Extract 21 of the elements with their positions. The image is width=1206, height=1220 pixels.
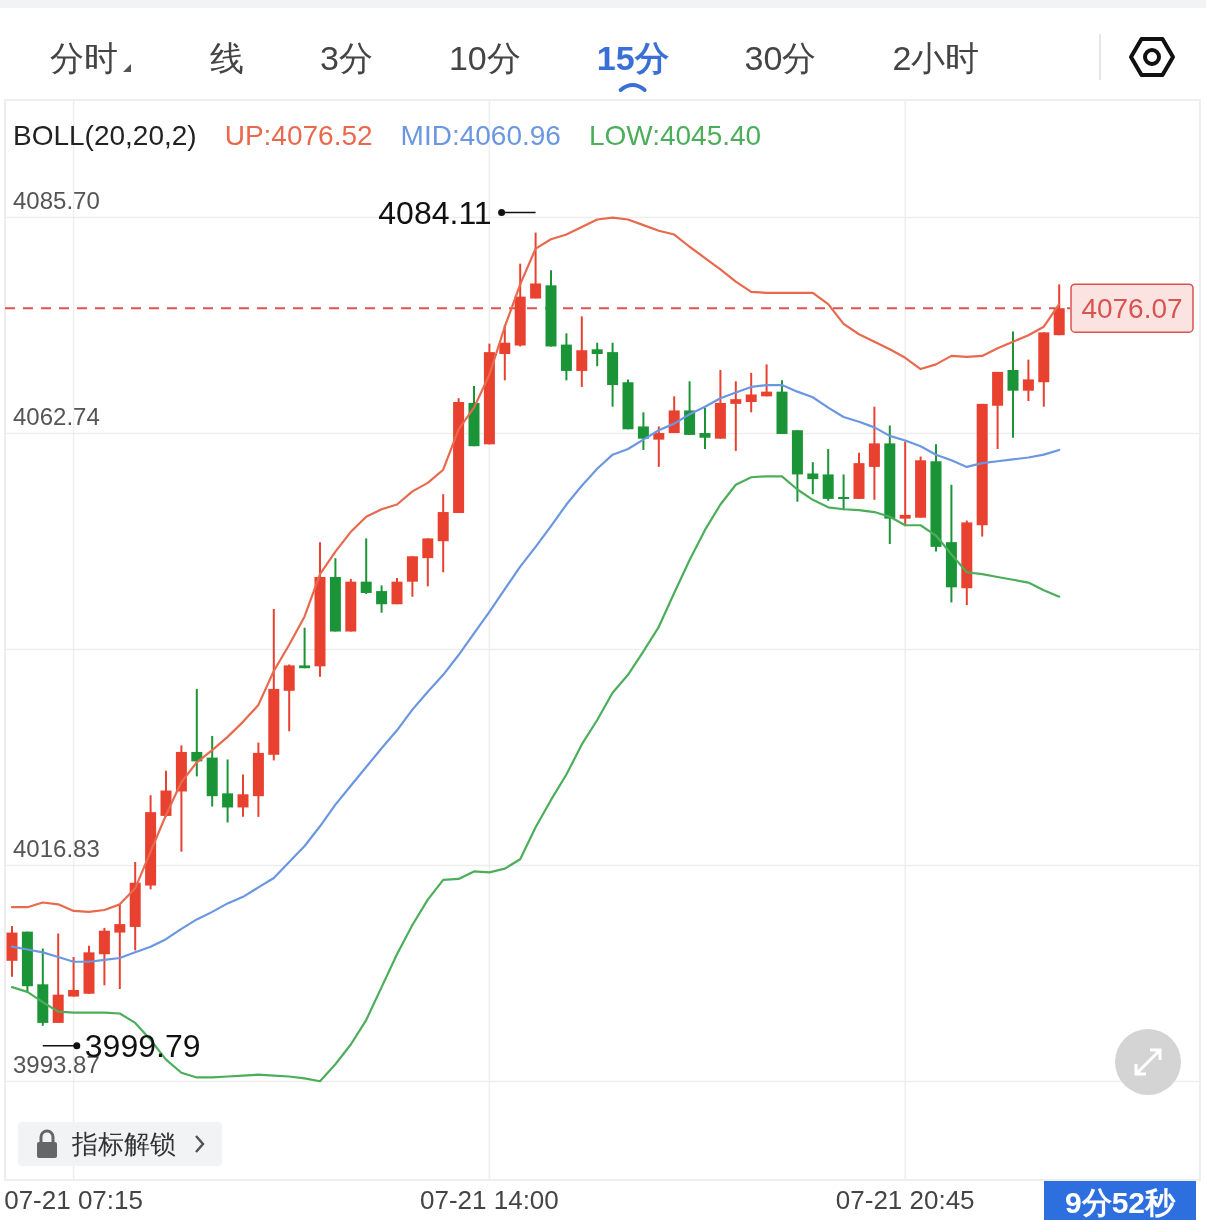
text: 15分: [596, 39, 669, 77]
text: 2小时: [892, 39, 980, 77]
annotation: 指标解锁: [71, 1129, 176, 1159]
x-tick-label: 07-21 07:15: [4, 1185, 143, 1215]
text: UP:4076.52: [224, 120, 373, 151]
x-tick-label: 07-21 14:00: [420, 1185, 559, 1215]
text: 分时: [50, 39, 118, 77]
text: 10分: [448, 39, 521, 77]
text: 线: [210, 39, 244, 77]
text: LOW:4045.40: [588, 120, 762, 151]
y-tick-label: 4085.70: [13, 186, 100, 214]
text: 9分52秒: [1064, 1186, 1177, 1219]
y-tick-label: 4062.74: [13, 402, 100, 430]
ref-line-label: 4076.07: [1081, 293, 1183, 325]
x-tick-label: 07-21 20:45: [835, 1185, 975, 1215]
legend-title: BOLL(20,20,2): [13, 120, 197, 151]
y-tick-label: 4016.83: [13, 834, 100, 862]
text: MID:4060.96: [400, 120, 561, 151]
annotation: 4084.11: [378, 194, 492, 231]
text: 30分: [744, 39, 817, 77]
text: 3分: [320, 39, 373, 77]
